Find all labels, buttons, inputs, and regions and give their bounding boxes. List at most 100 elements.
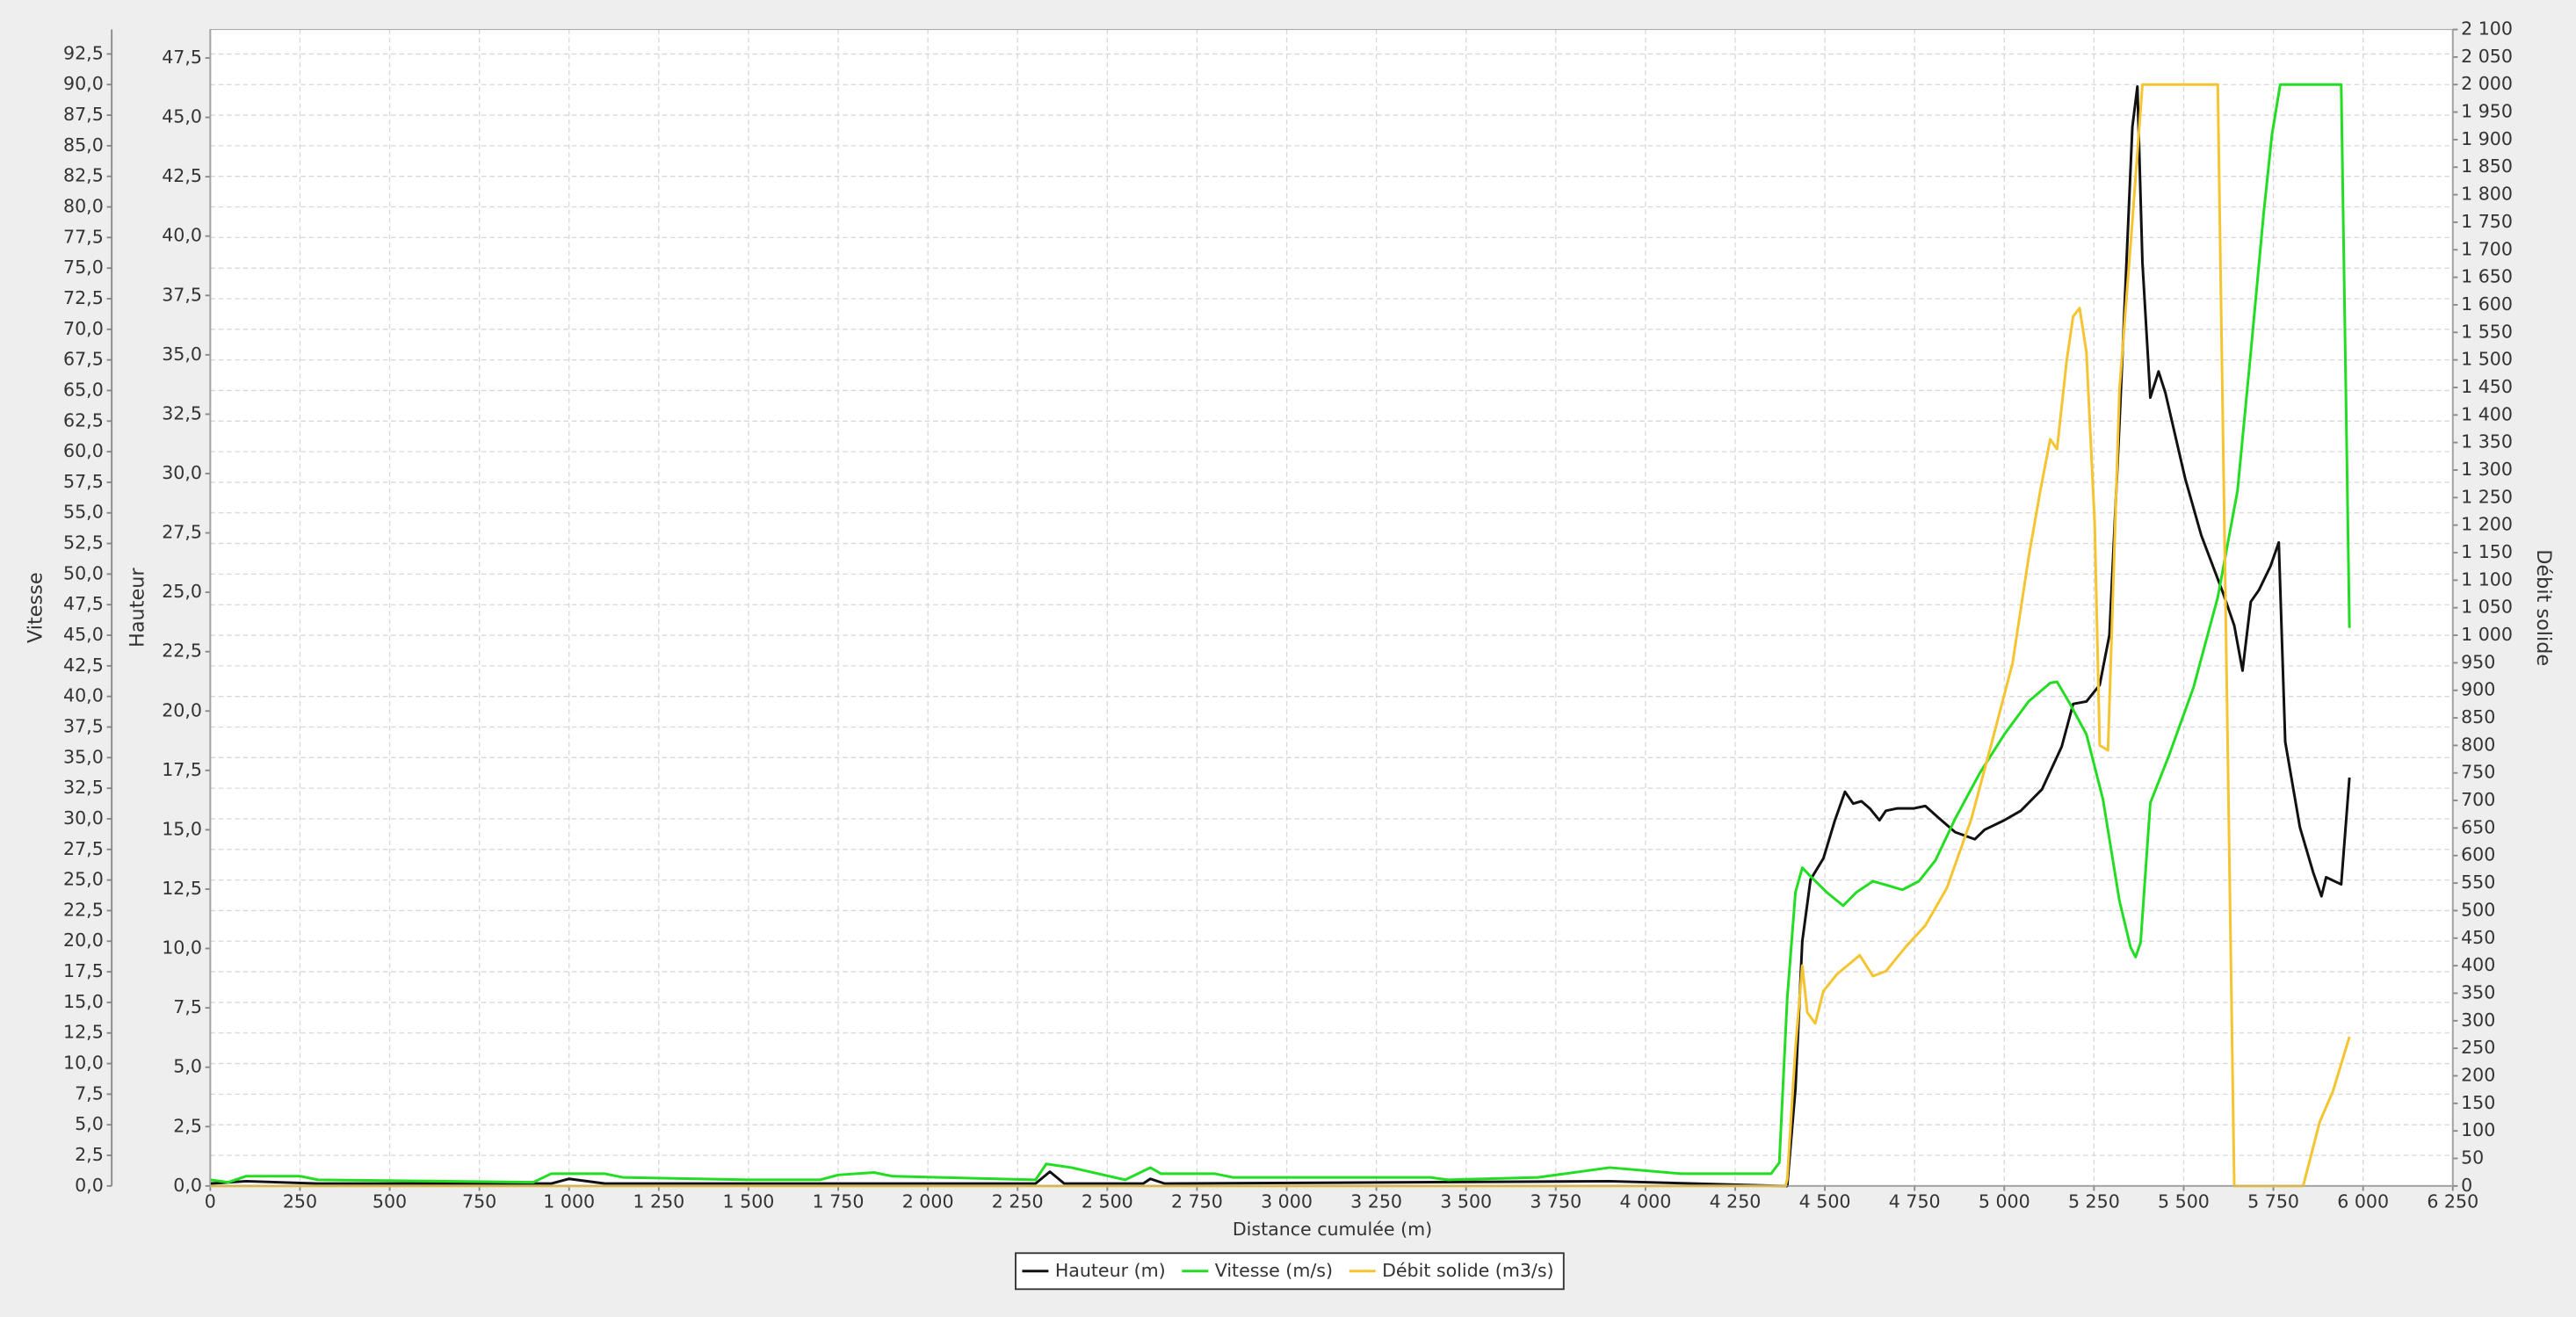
- y-tick-label: 35,0: [162, 344, 202, 365]
- y-tick-label: 25,0: [162, 581, 202, 602]
- y-tick-label: 25,0: [63, 869, 104, 890]
- x-tick-label: 3 250: [1350, 1191, 1402, 1212]
- y-tick-label: 1 500: [2461, 349, 2513, 370]
- y-tick-label: 15,0: [162, 818, 202, 839]
- y-tick-label: 400: [2461, 954, 2495, 975]
- x-tick-label: 2 000: [902, 1191, 954, 1212]
- x-axis-label: Distance cumulée (m): [1233, 1219, 1432, 1240]
- y-tick-label: 27,5: [162, 522, 202, 543]
- y-axis-label: Vitesse: [25, 572, 47, 643]
- x-tick-label: 4 000: [1619, 1191, 1671, 1212]
- y-tick-label: 1 150: [2461, 541, 2513, 562]
- y-tick-label: 0: [2461, 1175, 2472, 1196]
- legend-label: Hauteur (m): [1055, 1260, 1166, 1281]
- x-tick-label: 1 000: [543, 1191, 595, 1212]
- y-tick-label: 82,5: [63, 165, 104, 186]
- y-tick-label: 1 750: [2461, 211, 2513, 232]
- y-tick-label: 47,5: [63, 593, 104, 614]
- legend-box: [1015, 1252, 1565, 1291]
- y-tick-label: 2 000: [2461, 73, 2513, 94]
- y-tick-label: 17,5: [63, 960, 104, 981]
- y-tick-label: 20,0: [162, 699, 202, 720]
- y-tick-label: 57,5: [63, 471, 104, 492]
- y-axis-label: Débit solide: [2532, 549, 2555, 666]
- y-tick-label: 22,5: [162, 640, 202, 662]
- y-tick-label: 45,0: [162, 106, 202, 127]
- x-tick-label: 0: [205, 1191, 216, 1212]
- y-tick-label: 77,5: [63, 226, 104, 247]
- y-tick-label: 15,0: [63, 991, 104, 1012]
- x-tick-label: 4 500: [1799, 1191, 1851, 1212]
- y-tick-label: 22,5: [63, 899, 104, 920]
- y-tick-label: 1 200: [2461, 514, 2513, 535]
- y-tick-label: 1 250: [2461, 486, 2513, 507]
- y-tick-label: 55,0: [63, 502, 104, 523]
- y-tick-label: 300: [2461, 1009, 2495, 1031]
- y-tick-label: 32,5: [63, 777, 104, 798]
- y-tick-label: 500: [2461, 899, 2495, 920]
- x-tick-label: 2 750: [1171, 1191, 1223, 1212]
- y-tick-label: 90,0: [63, 73, 104, 94]
- y-tick-label: 12,5: [162, 878, 202, 899]
- y-tick-label: 1 100: [2461, 568, 2513, 590]
- y-tick-label: 5,0: [75, 1113, 104, 1134]
- x-tick-label: 1 500: [723, 1191, 775, 1212]
- y-tick-label: 450: [2461, 927, 2495, 948]
- y-tick-label: 10,0: [63, 1053, 104, 1074]
- y-tick-label: 7,5: [173, 996, 202, 1017]
- x-tick-label: 1 250: [633, 1191, 684, 1212]
- y-tick-label: 40,0: [63, 685, 104, 706]
- y-tick-label: 37,5: [63, 716, 104, 737]
- y-tick-label: 70,0: [63, 318, 104, 339]
- y-tick-label: 550: [2461, 872, 2495, 893]
- y-tick-label: 750: [2461, 762, 2495, 783]
- y-tick-label: 600: [2461, 844, 2495, 865]
- y-tick-label: 42,5: [162, 165, 202, 186]
- y-tick-label: 67,5: [63, 349, 104, 370]
- x-tick-label: 3 000: [1261, 1191, 1313, 1212]
- y-tick-label: 2,5: [173, 1115, 202, 1136]
- y-tick-label: 35,0: [63, 746, 104, 767]
- y-tick-label: 0,0: [173, 1175, 202, 1196]
- plot-area: [210, 29, 2453, 1186]
- y-tick-label: 1 350: [2461, 431, 2513, 452]
- y-tick-label: 850: [2461, 706, 2495, 727]
- y-tick-label: 350: [2461, 981, 2495, 1002]
- series-line: [210, 83, 2351, 1188]
- y-tick-label: 52,5: [63, 532, 104, 554]
- y-tick-label: 75,0: [63, 257, 104, 278]
- x-tick-label: 250: [283, 1191, 317, 1212]
- y-tick-label: 1 600: [2461, 293, 2513, 315]
- y-tick-label: 1 950: [2461, 101, 2513, 122]
- y-tick-label: 50: [2461, 1147, 2484, 1169]
- x-tick-label: 2 500: [1082, 1191, 1133, 1212]
- x-tick-label: 6 250: [2427, 1191, 2478, 1212]
- x-tick-label: 750: [462, 1191, 496, 1212]
- y-tick-label: 30,0: [63, 807, 104, 829]
- y-tick-label: 200: [2461, 1065, 2495, 1086]
- y-tick-label: 85,0: [63, 134, 104, 156]
- y-tick-label: 5,0: [173, 1056, 202, 1077]
- y-tick-label: 150: [2461, 1092, 2495, 1113]
- y-tick-label: 1 050: [2461, 597, 2513, 618]
- y-tick-label: 1 450: [2461, 376, 2513, 397]
- x-tick-label: 1 750: [813, 1191, 865, 1212]
- series-line: [210, 83, 2351, 1184]
- y-tick-label: 32,5: [162, 402, 202, 423]
- legend-label: Débit solide (m3/s): [1382, 1260, 1553, 1281]
- y-tick-label: 10,0: [162, 937, 202, 959]
- y-tick-label: 1 000: [2461, 624, 2513, 645]
- legend: Hauteur (m) Vitesse (m/s) Débit solide (m3…: [1015, 1252, 1565, 1291]
- y-tick-label: 800: [2461, 734, 2495, 755]
- y-tick-label: 37,5: [162, 284, 202, 305]
- y-tick-label: 0,0: [75, 1175, 104, 1196]
- x-tick-label: 3 500: [1440, 1191, 1492, 1212]
- y-tick-label: 1 800: [2461, 184, 2513, 205]
- y-tick-label: 900: [2461, 679, 2495, 700]
- y-tick-label: 2 050: [2461, 46, 2513, 67]
- x-tick-label: 6 000: [2337, 1191, 2389, 1212]
- y-tick-label: 62,5: [63, 409, 104, 431]
- y-tick-label: 65,0: [63, 379, 104, 400]
- y-axis-label: Hauteur: [127, 568, 149, 648]
